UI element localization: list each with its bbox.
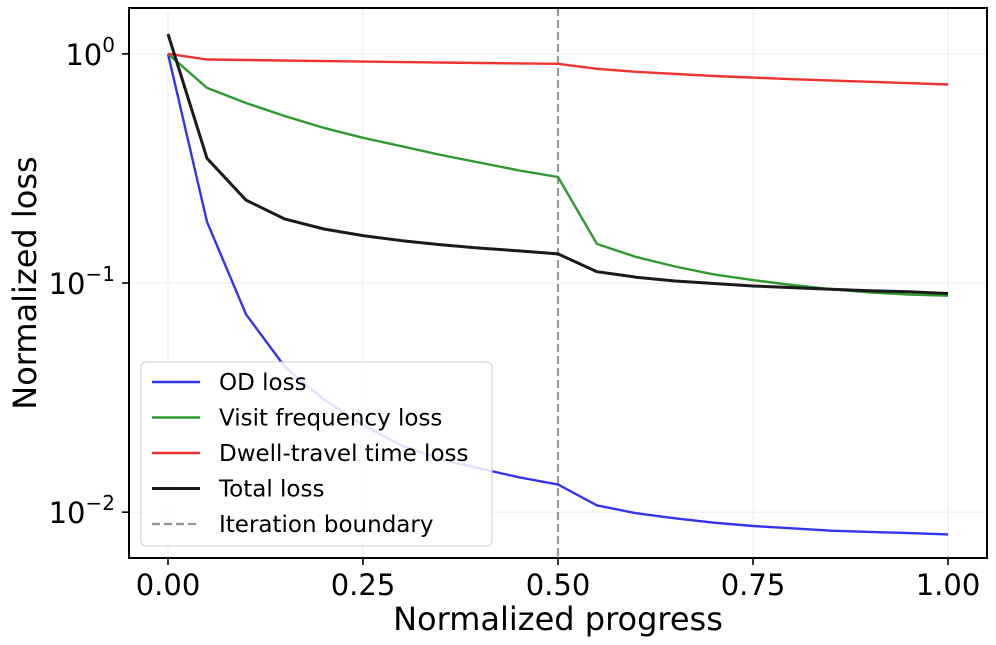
x-tick-label: 0.00 <box>136 568 201 602</box>
y-tick-label: 10−1 <box>49 262 115 301</box>
y-tick-exponent: 0 <box>102 33 115 57</box>
legend-label-total-loss: Total loss <box>218 477 324 503</box>
y-tick-base: 10 <box>49 496 86 530</box>
y-tick-exponent: −2 <box>86 491 115 515</box>
y-tick-exponent: −1 <box>86 262 115 286</box>
legend-box <box>140 361 493 547</box>
y-tick-label: 100 <box>65 33 115 72</box>
x-tick-label: 0.25 <box>331 568 396 602</box>
x-axis-ticks: 0.00 0.25 0.50 0.75 1.00 <box>136 558 981 602</box>
x-tick-label: 0.75 <box>721 568 786 602</box>
y-tick-base: 10 <box>65 38 102 72</box>
legend-label-visit-frequency-loss: Visit frequency loss <box>219 406 442 432</box>
y-tick-base: 10 <box>49 267 86 301</box>
legend-label-dwell-travel-time-loss: Dwell-travel time loss <box>219 441 469 467</box>
legend-label-iteration-boundary: Iteration boundary <box>219 512 433 538</box>
x-tick-label: 0.50 <box>526 568 591 602</box>
legend-label-od-loss: OD loss <box>219 370 307 396</box>
x-tick-label: 1.00 <box>916 568 981 602</box>
y-axis-title: Normalized loss <box>6 156 44 409</box>
x-axis-title: Normalized progress <box>393 600 723 638</box>
y-tick-label: 10−2 <box>49 491 115 530</box>
series-line-total-loss <box>166 33 949 295</box>
legend: OD loss Visit frequency loss Dwell-travel … <box>140 361 493 547</box>
series-line-dwell-travel-time-loss <box>167 52 949 86</box>
